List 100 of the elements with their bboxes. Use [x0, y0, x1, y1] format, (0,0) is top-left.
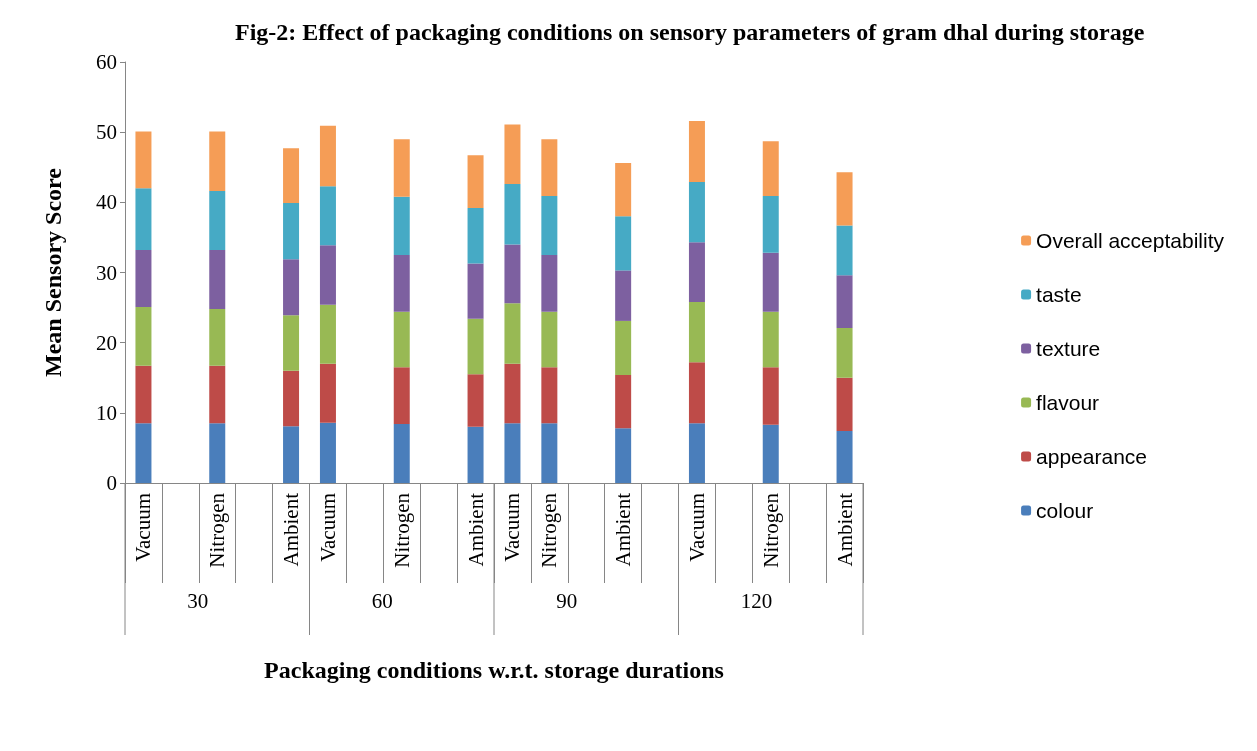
x-tick-label: Ambient: [463, 492, 488, 567]
bar: [467, 155, 484, 208]
bar: [319, 363, 336, 423]
bar: [467, 374, 484, 427]
y-tick-label: 40: [96, 190, 117, 215]
bar: [135, 250, 152, 307]
bar: [135, 365, 152, 424]
bar: [836, 172, 853, 226]
chart-title: Fig-2: Effect of packaging conditions on sensory parameters of gram dhal during storage: [235, 19, 1145, 45]
bar: [836, 431, 853, 483]
bar: [283, 203, 300, 260]
x-tick-label: Ambient: [279, 492, 304, 567]
bar: [319, 125, 336, 187]
bar: [762, 367, 779, 425]
bar: [393, 367, 410, 425]
text: 90: [556, 588, 578, 613]
legend-label: flavour: [1036, 391, 1100, 414]
legend-label: colour: [1036, 499, 1094, 522]
bar: [393, 424, 410, 483]
x-tick-label: Ambient: [832, 492, 857, 567]
y-tick-label: 10: [96, 400, 117, 425]
bar: [135, 423, 152, 483]
legend-label: appearance: [1036, 445, 1148, 468]
bar: [209, 365, 226, 424]
x-tick-label: Nitrogen: [537, 492, 562, 568]
bar: [283, 370, 300, 427]
bar: [688, 120, 705, 182]
y-tick-label: 20: [96, 330, 117, 355]
bar: [467, 318, 484, 375]
bar: [615, 163, 632, 217]
x-tick-label: Vacuum: [315, 493, 340, 562]
bar: [615, 270, 632, 321]
bar: [762, 141, 779, 197]
text: 120: [740, 588, 773, 613]
bar: [762, 311, 779, 368]
bar: [319, 422, 336, 483]
legend-label: texture: [1036, 337, 1101, 360]
bar: [504, 423, 521, 483]
bar: [467, 263, 484, 319]
bar: [762, 424, 779, 483]
bar: [615, 428, 632, 483]
legend-label: Overall acceptability: [1036, 229, 1225, 252]
bar: [319, 304, 336, 364]
bar: [504, 244, 521, 304]
y-tick-label: 50: [96, 120, 117, 145]
x-tick-label: Nitrogen: [758, 492, 783, 568]
x-tick-label: Nitrogen: [389, 492, 414, 568]
bar: [688, 423, 705, 483]
bar: [541, 311, 558, 368]
bar: [615, 374, 632, 429]
bar: [836, 327, 853, 378]
y-tick-label: 30: [96, 260, 117, 285]
bar: [615, 216, 632, 271]
bar: [762, 196, 779, 253]
bar: [541, 196, 558, 255]
text: 30: [187, 588, 209, 613]
x-tick-label: Vacuum: [500, 493, 525, 562]
bar: [504, 184, 521, 245]
x-tick-label: Vacuum: [684, 493, 709, 562]
bar: [393, 254, 410, 312]
bar: [836, 225, 853, 276]
legend-label: taste: [1036, 283, 1082, 306]
bar: [135, 306, 152, 366]
y-tick-label: 0: [106, 471, 117, 495]
bar: [504, 363, 521, 424]
bar: [283, 426, 300, 483]
y-axis-title: Mean Sensory Score: [40, 167, 66, 377]
bar: [688, 181, 705, 243]
bar: [504, 303, 521, 364]
bar: [762, 252, 779, 312]
y-tick-label: 60: [96, 50, 117, 74]
bar: [688, 242, 705, 302]
bar: [504, 124, 521, 185]
text: 60: [371, 588, 393, 613]
bar: [283, 259, 300, 316]
x-axis-title: Packaging conditions w.r.t. storage durations: [264, 657, 724, 683]
bar: [541, 254, 558, 312]
bar: [135, 188, 152, 251]
bar: [393, 196, 410, 255]
bar: [135, 131, 152, 189]
bar: [209, 250, 226, 309]
bar: [836, 377, 853, 432]
bar: [209, 308, 226, 366]
bar: [283, 315, 300, 371]
bar: [393, 311, 410, 368]
bar: [319, 186, 336, 246]
x-tick-label: Ambient: [611, 492, 636, 567]
bar: [541, 139, 558, 197]
bar: [283, 148, 300, 204]
bar: [688, 301, 705, 363]
bar: [836, 275, 853, 328]
bar: [393, 139, 410, 197]
bar: [209, 423, 226, 483]
x-tick-label: Vacuum: [131, 493, 156, 562]
bar: [688, 362, 705, 424]
bar: [319, 245, 336, 305]
x-tick-label: Nitrogen: [205, 492, 230, 568]
bar: [467, 207, 484, 264]
bar: [467, 426, 484, 483]
bar: [615, 320, 632, 375]
